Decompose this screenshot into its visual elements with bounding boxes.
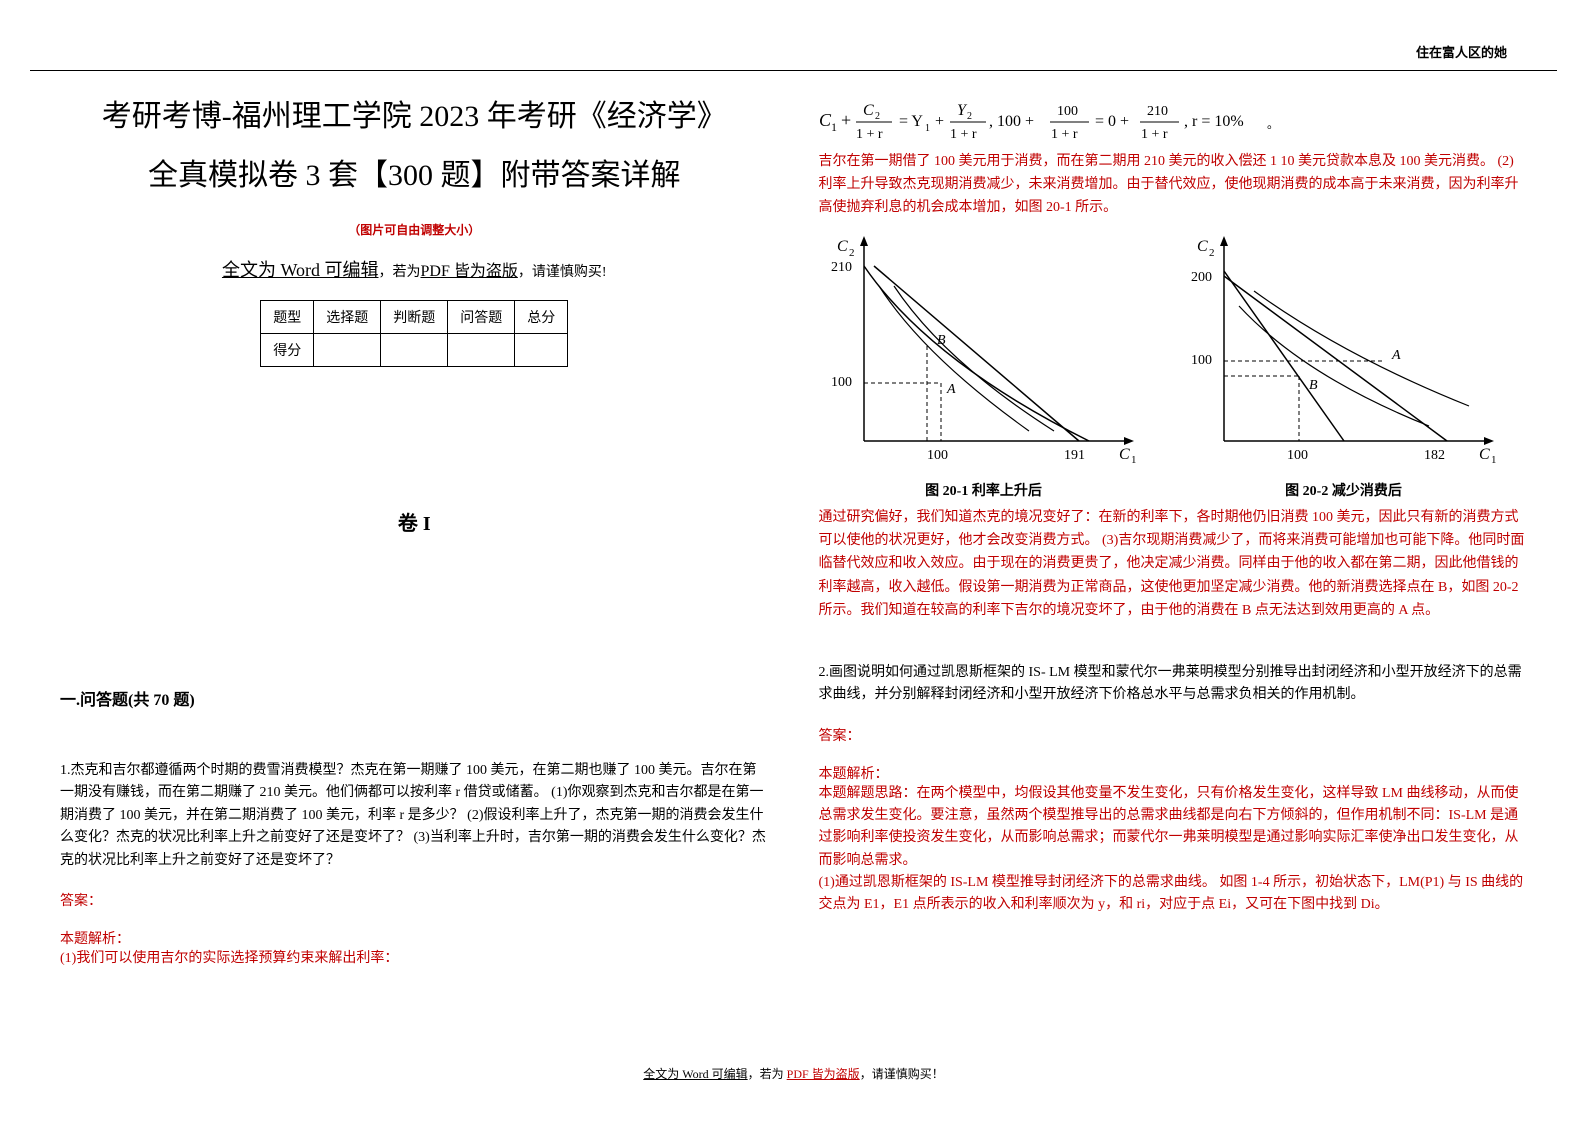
svg-text:B: B <box>1309 378 1318 393</box>
svg-text:C: C <box>1119 446 1130 463</box>
header-divider <box>30 70 1557 71</box>
svg-text:2: 2 <box>875 111 880 122</box>
answer-label-1: 答案： <box>60 890 769 910</box>
svg-text:1 + r: 1 + r <box>950 127 977 142</box>
answer-label-2: 答案： <box>819 725 1528 745</box>
svg-text:+: + <box>935 113 944 130</box>
svg-text:182: 182 <box>1424 448 1445 463</box>
svg-text:1 + r: 1 + r <box>1051 127 1078 142</box>
svg-text:C: C <box>1197 238 1208 255</box>
right-column: C 1 + C 2 1 + r = Y 1 + Y 2 1 + r , 100 … <box>819 90 1528 970</box>
chart2-caption: 图 20-2 减少消费后 <box>1179 480 1509 500</box>
svg-text:+: + <box>841 110 851 130</box>
image-adjust-note: （图片可自由调整大小） <box>60 221 769 238</box>
svg-text:, r = 10%: , r = 10% <box>1184 113 1244 130</box>
svg-text:B: B <box>937 333 946 348</box>
analysis-label-2: 本题解析： <box>819 763 1528 783</box>
cell-empty <box>448 334 515 367</box>
svg-text:2: 2 <box>849 247 855 259</box>
chart2-svg: C 2 C 1 200 100 100 182 <box>1179 231 1509 471</box>
svg-text:1: 1 <box>1131 454 1137 466</box>
svg-text:1 + r: 1 + r <box>856 127 883 142</box>
chart-row: C 2 C 1 210 100 100 191 <box>819 231 1528 500</box>
chart-20-1: C 2 C 1 210 100 100 191 <box>819 231 1149 500</box>
footer-part2: ，若为 <box>748 1067 787 1081</box>
th-qa: 问答题 <box>448 301 515 334</box>
red-paragraph-2: 通过研究偏好，我们知道杰克的境况变好了：在新的利率下，各时期他仍旧消费 100 … <box>819 506 1528 621</box>
chart1-caption: 图 20-1 利率上升后 <box>819 480 1149 500</box>
table-header-row: 题型 选择题 判断题 问答题 总分 <box>261 301 568 334</box>
question-2: 2.画图说明如何通过凯恩斯框架的 IS- LM 模型和蒙代尔一弗莱明模型分别推导… <box>819 662 1528 707</box>
chart-20-2: C 2 C 1 200 100 100 182 <box>1179 231 1509 500</box>
editable-suffix: ，请谨慎购买! <box>518 265 607 280</box>
svg-text:2: 2 <box>1209 247 1215 259</box>
svg-text:A: A <box>946 382 956 397</box>
roll-label: 卷 I <box>60 507 769 536</box>
svg-text:C: C <box>863 102 874 119</box>
svg-text:C: C <box>1479 446 1490 463</box>
svg-text:1: 1 <box>925 123 930 134</box>
editable-warning: 全文为 Word 可编辑，若为PDF 皆为盗版，请谨慎购买! <box>60 256 769 282</box>
svg-text:1: 1 <box>831 120 837 134</box>
svg-text:= Y: = Y <box>899 113 923 130</box>
footer-part1: 全文为 Word 可编辑 <box>643 1067 747 1081</box>
analysis-label-1: 本题解析： <box>60 928 769 948</box>
svg-text:200: 200 <box>1191 270 1212 285</box>
footer-part3: PDF 皆为盗版 <box>787 1067 860 1081</box>
svg-text:2: 2 <box>967 111 972 122</box>
footer-part4: ，请谨慎购买！ <box>860 1067 944 1081</box>
page-container: 考研考博-福州理工学院 2023 年考研《经济学》 全真模拟卷 3 套【300 … <box>60 90 1527 970</box>
svg-text:100: 100 <box>1287 448 1308 463</box>
svg-text:100: 100 <box>927 448 948 463</box>
analysis-line1: (1)我们可以使用吉尔的实际选择预算约束来解出利率： <box>60 948 769 970</box>
svg-text:, 100 +: , 100 + <box>989 113 1034 130</box>
svg-text:。: 。 <box>1267 117 1279 131</box>
footer: 全文为 Word 可编辑，若为 PDF 皆为盗版，请谨慎购买！ <box>0 1065 1587 1082</box>
svg-text:= 0 +: = 0 + <box>1095 113 1129 130</box>
cell-empty <box>314 334 381 367</box>
editable-mid: ，若为 <box>379 265 421 280</box>
formula: C 1 + C 2 1 + r = Y 1 + Y 2 1 + r , 100 … <box>819 100 1528 142</box>
th-judge: 判断题 <box>381 301 448 334</box>
q2-part1: (1)通过凯恩斯框架的 IS-LM 模型推导封闭经济下的总需求曲线。 如图 1-… <box>819 872 1528 917</box>
svg-text:100: 100 <box>1057 104 1078 119</box>
svg-text:210: 210 <box>831 260 852 275</box>
chart1-svg: C 2 C 1 210 100 100 191 <box>819 231 1149 471</box>
svg-text:A: A <box>1391 348 1401 363</box>
header-watermark: 住在富人区的她 <box>1416 42 1507 61</box>
th-choice: 选择题 <box>314 301 381 334</box>
svg-text:1: 1 <box>1491 454 1497 466</box>
question-1: 1.杰克和吉尔都遵循两个时期的费雪消费模型？杰克在第一期赚了 100 美元，在第… <box>60 760 769 872</box>
th-total: 总分 <box>515 301 568 334</box>
svg-text:100: 100 <box>831 375 852 390</box>
svg-text:1 + r: 1 + r <box>1141 127 1168 142</box>
section-header: 一.问答题(共 70 题) <box>60 686 769 710</box>
th-type: 题型 <box>261 301 314 334</box>
cell-empty <box>381 334 448 367</box>
svg-text:210: 210 <box>1147 104 1168 119</box>
title-line2: 全真模拟卷 3 套【300 题】附带答案详解 <box>60 149 769 203</box>
svg-text:100: 100 <box>1191 353 1212 368</box>
table-score-row: 得分 <box>261 334 568 367</box>
title-line1: 考研考博-福州理工学院 2023 年考研《经济学》 <box>60 90 769 144</box>
left-column: 考研考博-福州理工学院 2023 年考研《经济学》 全真模拟卷 3 套【300 … <box>60 90 769 970</box>
red-paragraph-1: 吉尔在第一期借了 100 美元用于消费，而在第二期用 210 美元的收入偿还 1… <box>819 150 1528 219</box>
row-label: 得分 <box>261 334 314 367</box>
svg-text:C: C <box>837 238 848 255</box>
score-table: 题型 选择题 判断题 问答题 总分 得分 <box>260 300 568 367</box>
q2-analysis: 本题解题思路：在两个模型中，均假设其他变量不发生变化，只有价格发生变化，这样导致… <box>819 783 1528 873</box>
cell-empty <box>515 334 568 367</box>
editable-prefix: 全文为 Word 可编辑 <box>222 260 379 280</box>
svg-text:191: 191 <box>1064 448 1085 463</box>
formula-svg: C 1 + C 2 1 + r = Y 1 + Y 2 1 + r , 100 … <box>819 100 1369 142</box>
editable-pdf: PDF 皆为盗版 <box>421 263 518 280</box>
